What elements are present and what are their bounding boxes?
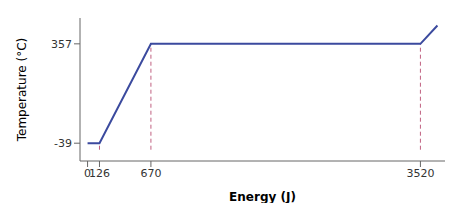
svg-text:126: 126 — [89, 167, 110, 180]
svg-text:Temperature (°C): Temperature (°C) — [15, 38, 29, 143]
svg-text:Energy (J): Energy (J) — [229, 190, 296, 203]
svg-text:-39: -39 — [54, 137, 72, 150]
svg-text:357: 357 — [51, 38, 72, 51]
svg-text:0: 0 — [84, 166, 92, 180]
svg-text:670: 670 — [140, 167, 161, 180]
svg-text:3520: 3520 — [406, 167, 434, 180]
